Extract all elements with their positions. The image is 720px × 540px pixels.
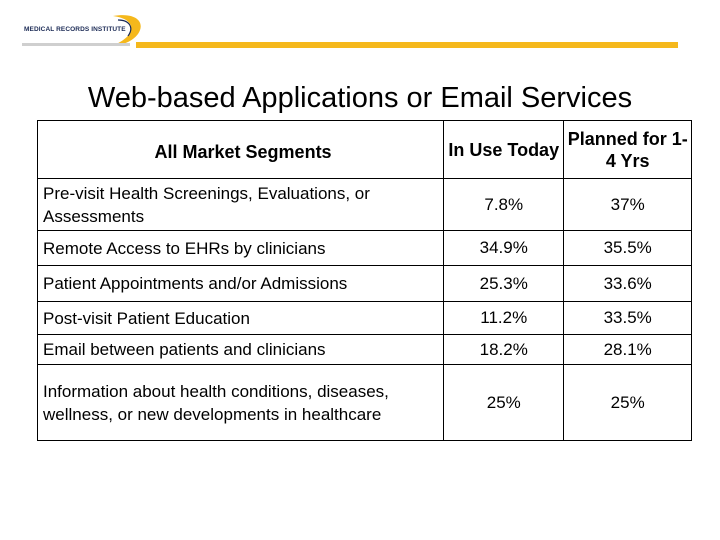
table-row: Information about health conditions, dis…	[38, 364, 692, 441]
row-planned: 35.5%	[563, 230, 692, 266]
header-segment: All Market Segments	[37, 120, 444, 179]
row-segment: Post-visit Patient Education	[37, 301, 444, 335]
table-row: Pre-visit Health Screenings, Evaluations…	[37, 178, 692, 231]
row-planned: 37%	[563, 178, 692, 231]
row-in-use: 34.9%	[443, 230, 564, 266]
header-planned: Planned for 1-4 Yrs	[563, 120, 692, 179]
row-segment: Pre-visit Health Screenings, Evaluations…	[37, 178, 444, 231]
row-segment: Patient Appointments and/or Admissions	[37, 265, 444, 302]
row-planned: 28.1%	[563, 334, 692, 365]
slide-title: Web-based Applications or Email Services	[87, 82, 633, 114]
table-row: Email between patients and clinicians 18…	[37, 334, 692, 365]
row-in-use: 25%	[443, 364, 564, 441]
table-row: Remote Access to EHRs by clinicians 34.9…	[37, 230, 692, 266]
row-planned: 25%	[563, 364, 692, 441]
row-in-use: 25.3%	[443, 265, 564, 302]
header-in-use: In Use Today	[443, 120, 564, 179]
row-segment: Email between patients and clinicians	[37, 334, 444, 365]
row-in-use: 11.2%	[443, 301, 564, 335]
row-planned: 33.5%	[563, 301, 692, 335]
row-segment: Remote Access to EHRs by clinicians	[37, 230, 444, 266]
row-in-use: 18.2%	[443, 334, 564, 365]
row-segment: Information about health conditions, dis…	[43, 381, 389, 424]
header-rule-gold	[136, 42, 678, 48]
table-row: Patient Appointments and/or Admissions 2…	[37, 265, 692, 302]
table-header-row: All Market Segments In Use Today Planned…	[37, 120, 692, 179]
table-row: Post-visit Patient Education 11.2% 33.5%	[37, 301, 692, 335]
logo-text: MEDICAL RECORDS INSTITUTE	[24, 26, 126, 33]
survey-table: All Market Segments In Use Today Planned…	[37, 120, 692, 441]
logo-swoosh-icon	[113, 15, 141, 45]
header-rule-gray	[22, 43, 130, 46]
row-in-use: 7.8%	[443, 178, 564, 231]
row-planned: 33.6%	[563, 265, 692, 302]
company-logo: MEDICAL RECORDS INSTITUTE	[18, 10, 148, 52]
